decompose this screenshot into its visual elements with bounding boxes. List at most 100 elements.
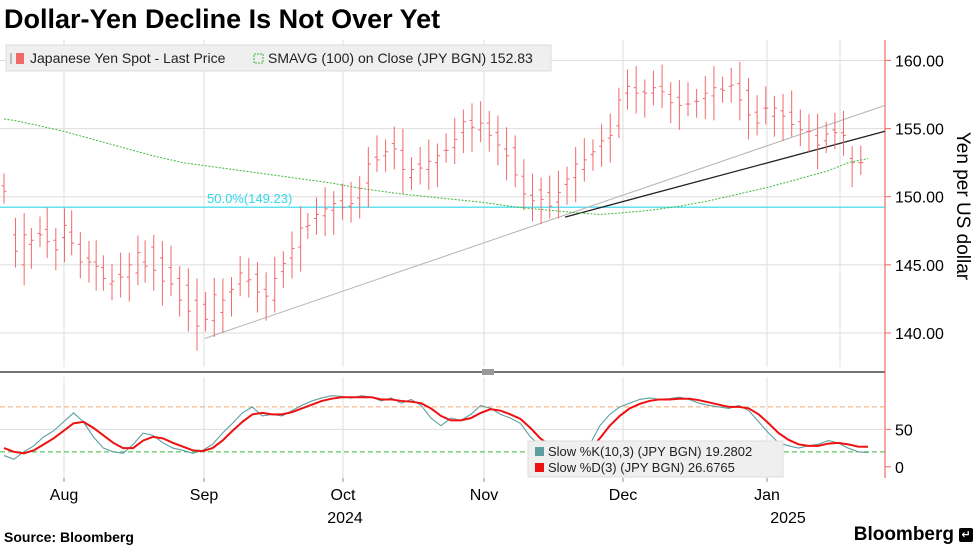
price-bar xyxy=(185,268,191,332)
price-bar xyxy=(53,228,59,271)
price-bar xyxy=(754,95,760,136)
price-bar xyxy=(642,79,648,118)
price-bar xyxy=(711,65,717,121)
price-bar xyxy=(625,69,631,110)
price-bar xyxy=(789,90,795,137)
price-bar xyxy=(728,67,734,103)
stoch-tick-label: 0 xyxy=(895,460,904,477)
price-bar xyxy=(512,135,518,188)
price-bar xyxy=(21,213,27,286)
price-bar xyxy=(702,76,708,120)
price-bar xyxy=(100,255,106,291)
fib-annotation: 50.0%(149.23) xyxy=(207,191,292,206)
price-bar xyxy=(668,82,674,124)
price-bar xyxy=(616,87,622,139)
price-bar xyxy=(841,110,847,156)
price-bar xyxy=(1,173,7,204)
price-bar xyxy=(109,264,115,301)
price-bar xyxy=(237,255,243,297)
price-bar xyxy=(685,82,691,117)
price-bar xyxy=(745,78,751,140)
price-bar xyxy=(280,251,286,288)
price-bar xyxy=(383,139,389,173)
brand-logo: Bloomberg ↵ xyxy=(854,524,973,546)
y-axis-label: Yen per US dollar xyxy=(952,132,973,281)
price-bar xyxy=(763,86,769,125)
price-bar xyxy=(339,183,345,220)
price-bar xyxy=(305,213,311,239)
x-tick-label: Sep xyxy=(190,487,219,504)
price-bar xyxy=(142,240,148,283)
price-bar xyxy=(151,234,157,291)
source-note: Source: Bloomberg xyxy=(4,529,134,545)
y-ticks: 160.00 155.00 150.00 145.00 140.00 xyxy=(885,53,944,343)
price-bar xyxy=(720,76,726,103)
price-bar xyxy=(806,114,812,152)
price-bar xyxy=(815,113,821,170)
price-bar xyxy=(168,245,174,297)
price-bar xyxy=(93,240,99,291)
price-bar xyxy=(322,187,328,237)
chart-title: Dollar-Yen Decline Is Not Over Yet xyxy=(4,4,441,34)
price-bar xyxy=(555,170,561,219)
price-bar xyxy=(771,95,777,137)
price-bar xyxy=(391,126,397,170)
price-bar xyxy=(118,252,124,298)
price-bar xyxy=(417,146,423,185)
y-tick-label: 150.00 xyxy=(895,190,944,207)
price-bar xyxy=(573,146,579,203)
price-bar xyxy=(495,115,501,166)
x-year-label: 2024 xyxy=(327,510,363,527)
price-bar xyxy=(737,61,743,121)
panel-resize-handle xyxy=(482,369,494,375)
price-bar xyxy=(13,217,19,268)
price-bar xyxy=(77,232,83,279)
price-bar xyxy=(676,80,682,130)
price-bar xyxy=(272,256,278,313)
price-bar xyxy=(426,139,432,190)
slow-k-line xyxy=(3,395,869,460)
price-bar xyxy=(409,157,415,190)
price-bar xyxy=(37,216,43,248)
price-bar xyxy=(229,277,235,317)
price-bar xyxy=(434,143,440,188)
slow-d-line xyxy=(3,396,869,455)
x-tick-label: Oct xyxy=(331,487,356,504)
price-bar xyxy=(659,64,665,109)
y-tick-label: 155.00 xyxy=(895,122,944,139)
price-bar xyxy=(504,127,510,181)
price-bar xyxy=(254,262,260,313)
price-bar xyxy=(357,176,363,219)
price-bar xyxy=(529,173,535,222)
brand-name: Bloomberg xyxy=(853,524,954,545)
price-legend-label: Japanese Yen Spot - Last Price xyxy=(30,50,226,66)
price-bar xyxy=(135,235,141,286)
price-bar xyxy=(289,231,295,279)
price-legend-box xyxy=(5,44,552,72)
price-bar xyxy=(581,138,587,182)
stoch-tick-label: 50 xyxy=(895,422,913,439)
price-bar xyxy=(460,109,466,154)
price-bar xyxy=(374,135,380,173)
price-bar xyxy=(126,252,132,302)
price-bar xyxy=(607,113,613,163)
x-tick-label: Dec xyxy=(609,487,637,504)
x-axis: Aug Sep Oct Nov Dec Jan 2024 2025 xyxy=(50,478,806,527)
price-bar xyxy=(564,166,570,205)
price-bar xyxy=(61,208,67,263)
trend-line-grey xyxy=(204,104,886,339)
price-bar xyxy=(159,240,165,306)
price-bar xyxy=(633,65,639,114)
price-bar xyxy=(220,278,226,333)
stochastic-legend-box xyxy=(527,440,784,478)
price-bar xyxy=(263,272,269,321)
price-bar xyxy=(797,109,803,147)
trend-line-black xyxy=(564,130,886,218)
y-tick-label: 160.00 xyxy=(895,53,944,70)
price-bar xyxy=(650,70,656,106)
price-bar xyxy=(365,146,371,208)
sma-series-line xyxy=(3,118,869,215)
price-bar xyxy=(832,112,838,149)
price-legend-swatch xyxy=(16,53,24,64)
